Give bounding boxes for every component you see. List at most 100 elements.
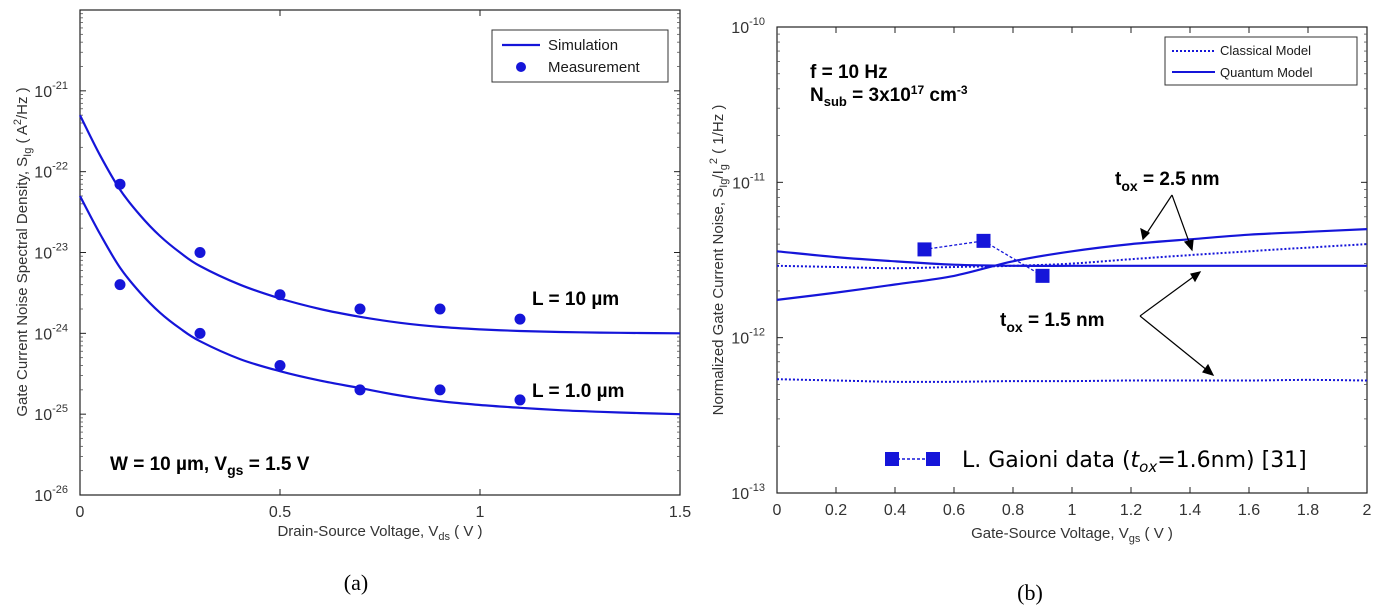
- panel-a-label-l10: L = 10 µm: [532, 289, 619, 310]
- panel-b-x-ticks: 0 0.2 0.4 0.6 0.8 1 1.2 1.4 1.6 1.8 2: [773, 27, 1372, 519]
- panel-b-x-axis-label: Gate-Source Voltage, Vgs ( V ): [971, 525, 1173, 545]
- panel-b-tox25-sub: ox: [1121, 178, 1138, 194]
- panel-b-x-tick-label: 0: [773, 502, 782, 519]
- panel-a-y-axis-label-end: /Hz ): [14, 87, 31, 119]
- panel-b-legend-quantum-label: Quantum Model: [1220, 65, 1313, 80]
- panel-a-y-axis-label-sup: 2: [12, 119, 24, 125]
- panel-a-measurement-point: [434, 384, 446, 396]
- panel-b-quantum-model-curve: [776, 228, 1368, 301]
- arrow-tox25-left-head: [1140, 227, 1151, 241]
- panel-b-gaioni-t: t: [1131, 448, 1141, 473]
- panel-b-y-tick-base: 10: [731, 331, 749, 348]
- panel-a-measurement-point: [274, 360, 286, 372]
- panel-b-x-tick-label: 0.6: [943, 502, 965, 519]
- panel-b-x-tick-label: 0.8: [1002, 502, 1024, 519]
- panel-b-y-axis-label: Normalized Gate Current Noise, SIg/Ig2 (…: [708, 105, 730, 416]
- panel-b-tox25-tail: = 2.5 nm: [1138, 169, 1220, 190]
- panel-a-legend-measurement-label: Measurement: [548, 59, 641, 76]
- panel-b-y-tick-label: 10-11: [732, 171, 765, 192]
- panel-b-y-tick-base: 10: [731, 486, 749, 503]
- panel-b-legend-classical-label: Classical Model: [1220, 43, 1311, 58]
- panel-a-legend-box: [491, 29, 669, 83]
- panel-b-x-tick-label: 2: [1363, 502, 1372, 519]
- panel-a-caption: (a): [344, 570, 368, 595]
- arrow-tox25-left: [1142, 194, 1173, 240]
- panel-b-nsub-unit-sup: -3: [957, 83, 968, 97]
- panel-b-gaioni-swatch-marker-left: [885, 452, 899, 466]
- panel-a-y-axis-label-tail: ( A: [14, 125, 31, 148]
- panel-b-classical-model-curve: [776, 378, 1368, 383]
- panel-b-y-axis-label-sup: 2: [708, 158, 720, 164]
- panel-a-y-tick-base: 10: [34, 326, 52, 343]
- panel-a-y-tick-base: 10: [34, 246, 52, 263]
- panel-b-annotation-arrows: [1139, 194, 1215, 376]
- panel-b-y-tick-label: 10-13: [731, 482, 765, 503]
- panel-b-y-axis-label-main: Normalized Gate Current Noise, S: [710, 188, 727, 416]
- panel-b-series-lines: [776, 228, 1368, 383]
- panel-b-tox15-sub: ox: [1006, 319, 1023, 335]
- panel-a-y-axis-label-sub: Ig: [22, 148, 34, 157]
- panel-a-measurement-point: [194, 247, 206, 258]
- panel-a-y-tick-label: 10-22: [34, 161, 68, 182]
- panel-b-y-axis-label-mid: /I: [710, 170, 727, 178]
- arrow-tox15-up: [1139, 271, 1201, 317]
- panel-b-x-axis-label-tail: ( V ): [1140, 525, 1173, 542]
- panel-a-condition-sub: gs: [227, 462, 244, 478]
- panel-a-series-points: [114, 178, 526, 406]
- panel-a-simulation-curve: [79, 114, 681, 335]
- arrow-tox15-down-head: [1202, 363, 1215, 376]
- panel-a-legend: Simulation Measurement: [491, 29, 669, 83]
- panel-b-gaioni-label: L. Gaioni data (tox=1.6nm) [31]: [962, 448, 1307, 476]
- panel-b-y-tick-base: 10: [732, 175, 750, 192]
- panel-b-x-axis-label-sub: gs: [1129, 533, 1141, 545]
- panel-a-y-tick-exponent: -22: [52, 161, 68, 173]
- panel-a-x-tick-label: 0.5: [269, 504, 291, 521]
- panel-b-caption: (b): [1017, 580, 1043, 605]
- panel-b-x-tick-label: 1.2: [1120, 502, 1142, 519]
- panel-a-x-tick-label: 1.5: [669, 504, 691, 521]
- panel-a-measurement-point: [194, 327, 206, 339]
- panel-b-y-axis-label-end: ( 1/Hz ): [710, 105, 727, 158]
- panel-b-nsub-eq: = 3x10: [847, 85, 911, 106]
- panel-a-y-tick-exponent: -26: [52, 484, 68, 496]
- panel-b-tox15-main: t: [1000, 310, 1007, 331]
- panel-b-x-tick-label: 1.8: [1297, 502, 1319, 519]
- panel-b-tox15-tail: = 1.5 nm: [1023, 310, 1105, 331]
- panel-a-y-tick-label: 10-25: [34, 403, 68, 424]
- panel-a-x-tick-label: 1: [476, 504, 485, 521]
- panel-b-y-tick-exponent: -11: [750, 171, 765, 183]
- panel-b-nsub-main: N: [810, 85, 824, 106]
- panel-a-legend-simulation-label: Simulation: [548, 37, 618, 54]
- panel-a-y-tick-base: 10: [34, 165, 52, 182]
- panel-a-x-axis-label-sub: ds: [438, 531, 450, 543]
- panel-b-x-tick-label: 1.4: [1179, 502, 1201, 519]
- panel-b-tox15-label: tox = 1.5 nm: [1000, 310, 1105, 335]
- panel-a-y-axis-label: Gate Current Noise Spectral Density, SIg…: [12, 87, 34, 416]
- panel-a-y-tick-exponent: -21: [52, 80, 68, 92]
- panel-a-y-tick-base: 10: [34, 488, 52, 505]
- arrow-tox15-down: [1139, 315, 1214, 376]
- panel-b-nsub-sub: sub: [824, 94, 847, 109]
- panel-b-y-tick-exponent: -10: [749, 16, 765, 28]
- panel-b-gaioni-legend: L. Gaioni data (tox=1.6nm) [31]: [885, 448, 1307, 476]
- panel-b-y-tick-label: 10-10: [731, 16, 765, 37]
- panel-b-x-tick-label: 0.2: [825, 502, 847, 519]
- panel-a-label-l1: L = 1.0 µm: [532, 381, 624, 402]
- panel-a-y-tick-base: 10: [34, 407, 52, 424]
- panel-a-condition-tail: = 1.5 V: [243, 454, 309, 475]
- panel-b-y-tick-exponent: -13: [749, 482, 765, 494]
- panel-a-measurement-point: [354, 303, 366, 315]
- panel-b-gaioni-connector: [924, 240, 1043, 277]
- panel-b-x-axis-label-main: Gate-Source Voltage, V: [971, 525, 1129, 542]
- panel-a-condition-label: W = 10 µm, Vgs = 1.5 V: [110, 454, 310, 478]
- panel-b-tox25-label: tox = 2.5 nm: [1115, 169, 1220, 194]
- panel-b-x-tick-label: 1.6: [1238, 502, 1260, 519]
- panel-b-frequency-label: f = 10 Hz: [810, 62, 888, 83]
- panel-a-measurement-point: [274, 289, 286, 301]
- panel-a-y-tick-exponent: -25: [52, 403, 68, 415]
- panel-b-gaioni-swatch-marker-right: [926, 452, 940, 466]
- panel-a-y-tick-exponent: -23: [52, 242, 68, 254]
- panel-a-measurement-point: [114, 279, 126, 291]
